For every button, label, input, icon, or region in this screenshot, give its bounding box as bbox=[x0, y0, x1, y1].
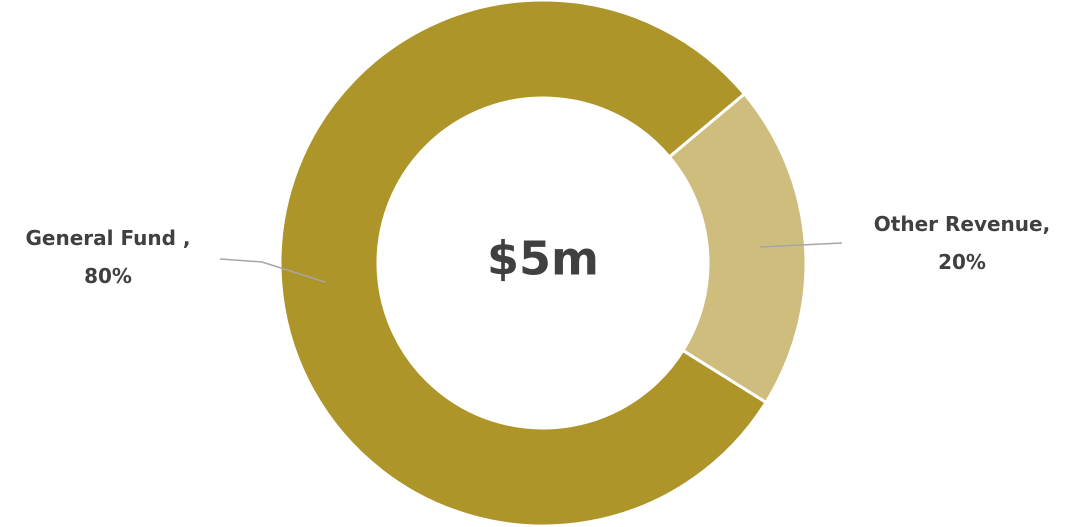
leader-line bbox=[219, 258, 326, 283]
donut-slice bbox=[667, 91, 808, 405]
data-label-name: Other Revenue, bbox=[874, 212, 1050, 236]
data-label-value: 80% bbox=[84, 264, 132, 288]
leader-line bbox=[759, 242, 843, 248]
data-label-name: General Fund , bbox=[26, 226, 191, 250]
center-label: $5m bbox=[487, 232, 599, 286]
data-label-value: 20% bbox=[938, 250, 986, 274]
donut-slice bbox=[278, 0, 769, 527]
